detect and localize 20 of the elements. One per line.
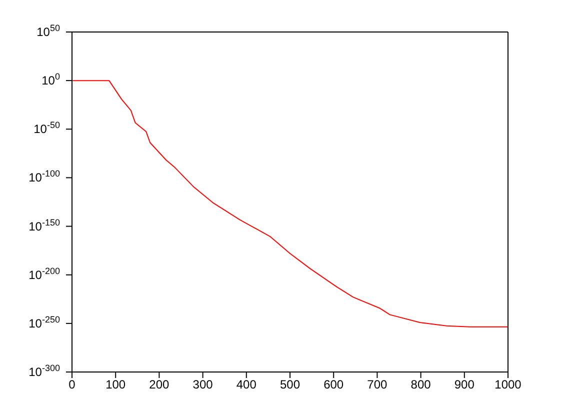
y-tick-label: 10$^{-150}$ [28, 217, 60, 234]
x-tick-label: 500 [280, 378, 300, 392]
x-tick-label: 1000 [494, 378, 522, 392]
y-tick-label: 10$^{0}$ [42, 72, 60, 88]
y-tick-label: 10$^{-250}$ [28, 314, 60, 330]
x-tick-label: 400 [236, 378, 257, 392]
x-tick-label: 100 [106, 378, 126, 392]
y-tick-label: 10$^{-200}$ [28, 266, 60, 282]
y-tick-label: 10$^{-300}$ [28, 363, 60, 379]
y-tick-label: 10$^{-50}$ [34, 120, 60, 136]
x-tick-label: 600 [324, 378, 344, 392]
y-tick-label: 10$^{-100}$ [28, 168, 60, 185]
x-tick-label: 800 [410, 378, 432, 392]
line-series [72, 80, 508, 328]
x-tick-label: 300 [192, 378, 214, 392]
x-tick-label: 700 [367, 378, 388, 392]
x-tick-label: 900 [454, 378, 475, 392]
x-tick-label: 0 [68, 378, 76, 392]
x-tick-label: 200 [149, 378, 170, 392]
y-tick-label: 10$^{50}$ [36, 23, 60, 39]
